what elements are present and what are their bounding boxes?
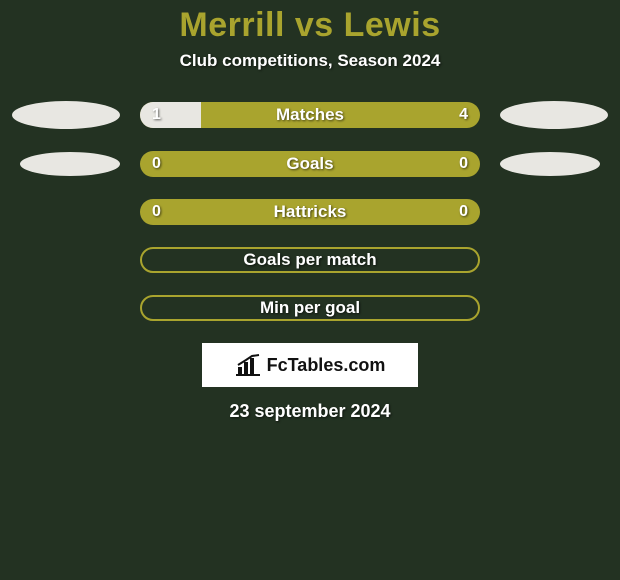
stat-bar: Goals per match [140,247,480,273]
player-left-ellipse [12,101,120,129]
stat-bar: 14Matches [140,102,480,128]
date-label: 23 september 2024 [0,401,620,422]
comparison-infographic: Merrill vs Lewis Club competitions, Seas… [0,0,620,580]
spacer [500,212,608,213]
stat-row: 00Hattricks [0,199,620,225]
stat-bar: 00Hattricks [140,199,480,225]
spacer [500,260,608,261]
stat-label: Matches [140,105,480,125]
page-title: Merrill vs Lewis [0,6,620,45]
stat-label: Goals per match [142,250,478,270]
stat-row: Min per goal [0,295,620,321]
bar-chart-icon [235,354,261,376]
stat-bar: 00Goals [140,151,480,177]
spacer [12,260,120,261]
spacer [12,308,120,309]
stat-row: 00Goals [0,151,620,177]
logo-box: FcTables.com [202,343,418,387]
stat-rows: 14Matches 00Goals 00Hattricks Goals per mat… [0,101,620,321]
stat-label: Goals [140,154,480,174]
stat-row: Goals per match [0,247,620,273]
logo-text: FcTables.com [267,355,386,376]
player-right-ellipse [500,152,600,176]
stat-label: Min per goal [142,298,478,318]
spacer [500,308,608,309]
stat-bar: Min per goal [140,295,480,321]
stat-label: Hattricks [140,202,480,222]
player-right-ellipse [500,101,608,129]
subtitle: Club competitions, Season 2024 [0,51,620,71]
stat-row: 14Matches [0,101,620,129]
spacer [12,212,120,213]
player-left-ellipse [20,152,120,176]
